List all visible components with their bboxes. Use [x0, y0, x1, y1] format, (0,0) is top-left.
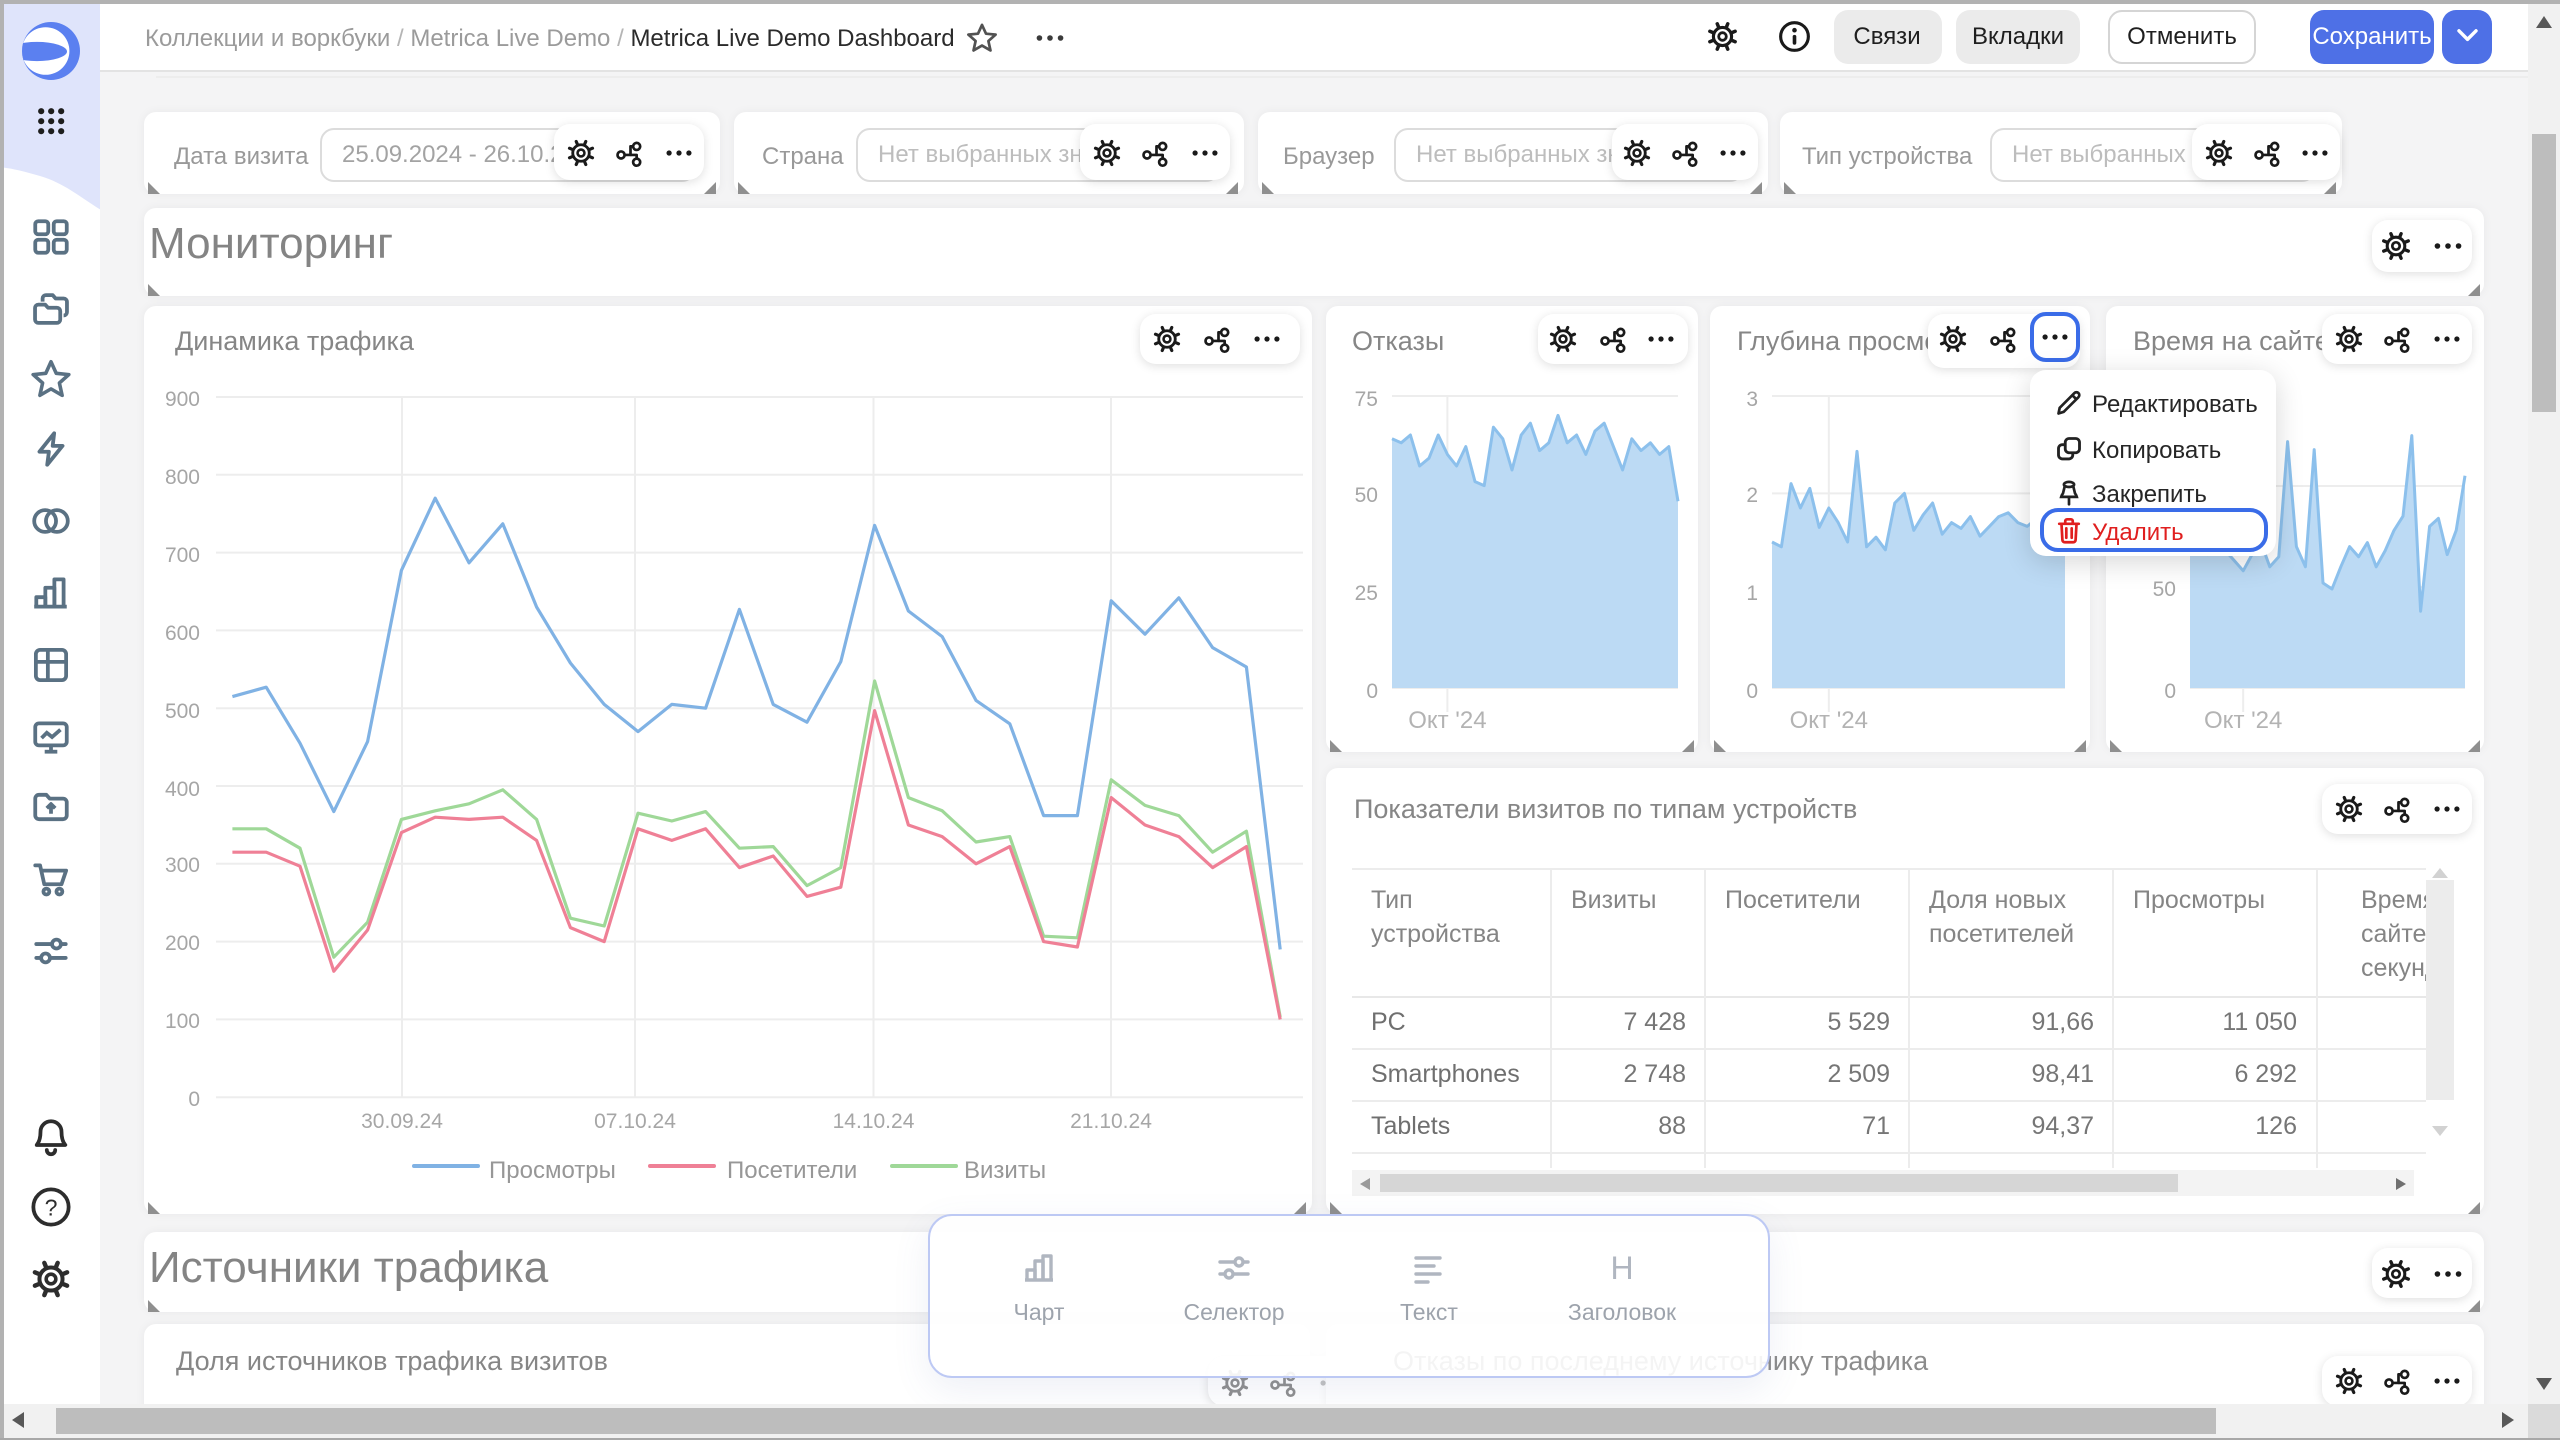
svg-text:H: H: [1610, 1250, 1633, 1286]
svg-text:?: ?: [44, 1194, 57, 1220]
